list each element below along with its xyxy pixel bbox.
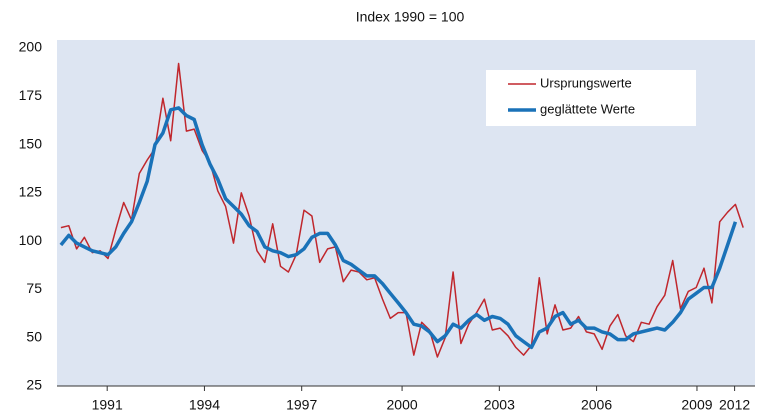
x-tick-label: 2009 <box>681 397 712 413</box>
x-tick-label: 2006 <box>581 397 612 413</box>
y-tick-label: 125 <box>19 184 43 200</box>
legend-label: Ursprungswerte <box>540 75 632 90</box>
x-tick-label: 1997 <box>286 397 317 413</box>
y-tick-label: 50 <box>26 328 42 344</box>
x-tick-label: 2003 <box>484 397 515 413</box>
y-tick-label: 25 <box>26 377 42 393</box>
chart-title: Index 1990 = 100 <box>356 9 465 25</box>
legend-box <box>486 70 696 126</box>
x-tick-label: 1994 <box>189 397 220 413</box>
x-tick-label: 1991 <box>92 397 123 413</box>
legend-label: geglättete Werte <box>540 101 635 116</box>
y-tick-label: 100 <box>19 232 43 248</box>
y-tick-label: 200 <box>19 39 43 55</box>
y-tick-label: 175 <box>19 87 43 103</box>
series-line <box>59 106 738 350</box>
y-tick-label: 75 <box>26 280 42 296</box>
legend: Ursprungswerte geglättete Werte <box>486 70 696 126</box>
y-tick-label: 150 <box>19 135 43 151</box>
x-tick-label: 2000 <box>387 397 418 413</box>
x-tick-label: 2012 <box>719 397 750 413</box>
